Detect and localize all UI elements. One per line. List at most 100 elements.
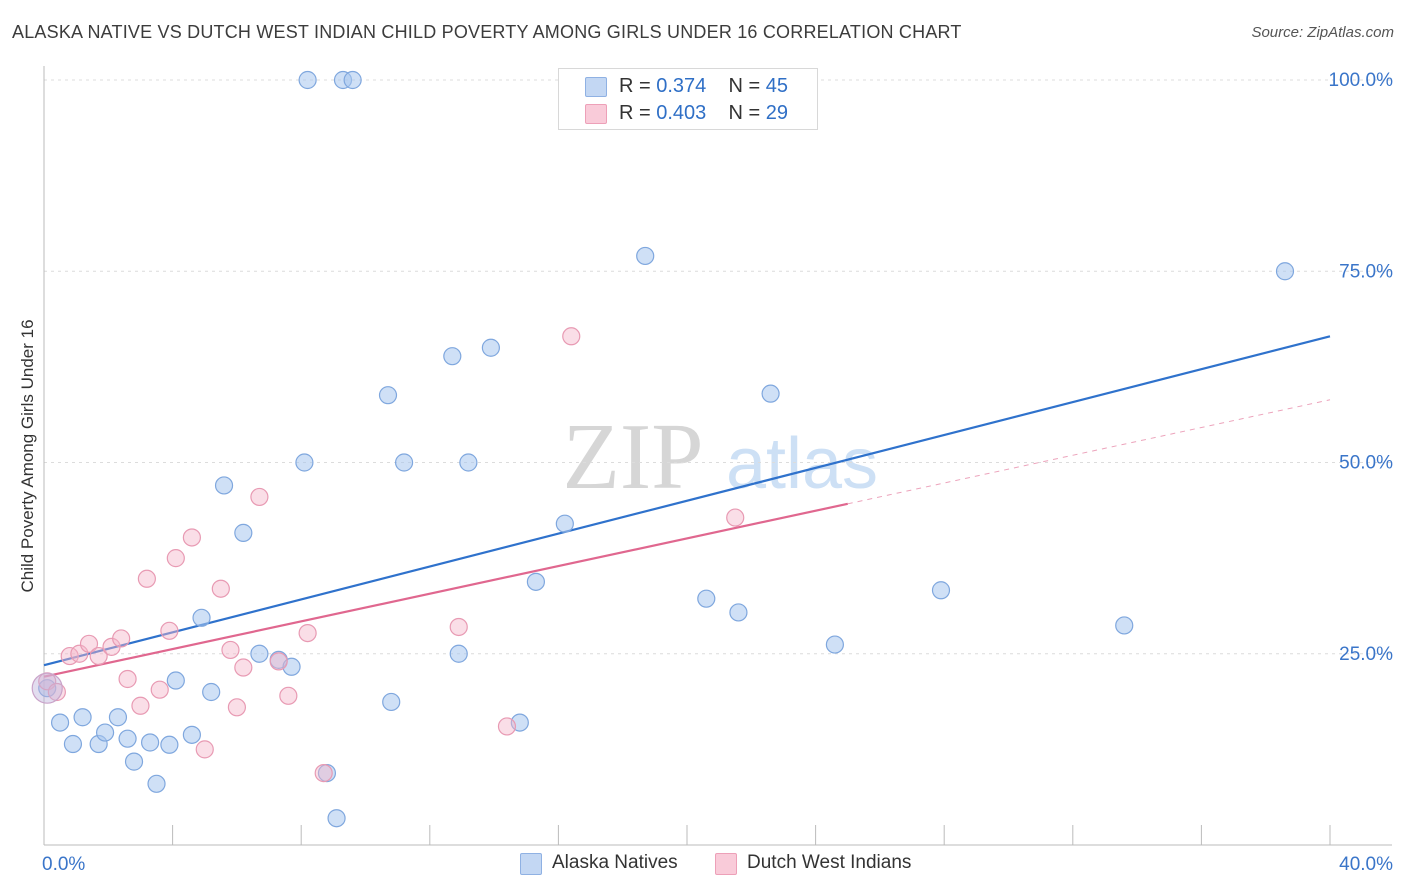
watermark-zip: ZIP: [563, 405, 704, 509]
y-axis-title: Child Poverty Among Girls Under 16: [18, 319, 37, 593]
point-alaska: [343, 70, 362, 90]
point-dutch: [47, 682, 66, 702]
point-cluster: [31, 672, 63, 704]
point-alaska: [118, 729, 137, 748]
point-dutch: [221, 640, 240, 660]
point-alaska: [1115, 616, 1134, 635]
point-dutch: [726, 508, 745, 527]
point-dutch: [70, 644, 89, 663]
point-alaska: [327, 809, 346, 828]
point-alaska: [73, 708, 92, 727]
tick-labels: 25.0% 50.0% 75.0% 100.0% 0.0% 40.0%: [42, 70, 1393, 875]
point-dutch: [250, 487, 269, 507]
legend-r-value: 0.374: [656, 75, 707, 97]
point-alaska: [555, 514, 574, 533]
point-dutch: [234, 658, 253, 677]
point-alaska: [50, 713, 70, 732]
point-dutch: [137, 569, 156, 588]
bottom-legend-swatch-dutch: [715, 853, 737, 875]
point-alaska: [250, 644, 269, 663]
chart-title: ALASKA NATIVE VS DUTCH WEST INDIAN CHILD…: [12, 22, 962, 42]
point-dutch: [298, 623, 317, 643]
point-dutch: [269, 652, 288, 671]
point-alaska: [166, 671, 185, 690]
point-alaska: [697, 589, 716, 608]
point-alaska: [295, 453, 314, 472]
point-dutch: [160, 621, 179, 640]
point-dutch: [227, 698, 246, 717]
trend-line-dutch: [43, 502, 848, 678]
legend-n-value: 45: [765, 75, 789, 97]
bottom-legend-label-alaska: Alaska Natives: [552, 852, 678, 873]
point-dutch: [279, 686, 298, 705]
point-alaska: [298, 70, 317, 90]
stats-legend: R = 0.374 N = 45 R = 0.403 N = 29: [558, 68, 818, 130]
point-alaska: [1275, 262, 1295, 281]
point-alaska: [378, 386, 398, 405]
point-alaska: [95, 723, 115, 742]
point-alaska: [481, 338, 500, 357]
point-dutch: [211, 579, 230, 598]
point-dutch: [131, 696, 150, 715]
point-alaska: [38, 679, 57, 698]
y-tick-label: 50.0%: [1339, 453, 1393, 474]
trend-lines: [43, 335, 1331, 678]
data-points: [31, 70, 1295, 828]
x-tick-label: 40.0%: [1339, 854, 1393, 875]
legend-r-value: 0.403: [656, 102, 707, 124]
watermark-atlas: atlas: [726, 424, 878, 504]
bottom-legend-swatch-alaska: [520, 853, 542, 875]
point-alaska: [931, 581, 951, 600]
legend-n-label: N =: [728, 102, 761, 124]
bottom-legend-label-dutch: Dutch West Indians: [747, 852, 912, 873]
legend-r-label: R =: [619, 102, 651, 124]
point-alaska: [63, 734, 83, 754]
y-tick-label: 75.0%: [1339, 261, 1393, 282]
point-alaska: [160, 735, 179, 754]
point-alaska: [124, 752, 144, 771]
point-dutch: [562, 327, 581, 346]
point-alaska: [729, 603, 748, 622]
point-alaska: [202, 682, 221, 702]
point-dutch: [166, 549, 185, 568]
y-tick-label: 100.0%: [1329, 70, 1394, 91]
source-label: Source: ZipAtlas.com: [1251, 24, 1394, 41]
point-dutch: [182, 528, 201, 547]
point-dutch: [118, 669, 137, 689]
point-alaska: [140, 733, 160, 752]
legend-n-value: 29: [765, 102, 789, 124]
point-alaska: [192, 608, 211, 627]
point-alaska: [526, 572, 545, 591]
point-dutch: [150, 680, 169, 699]
point-alaska: [394, 453, 414, 472]
point-dutch: [89, 646, 108, 666]
legend-r-label: R =: [619, 75, 651, 97]
point-dutch: [112, 629, 131, 648]
point-dutch: [497, 717, 517, 736]
point-dutch: [449, 617, 468, 637]
y-tick-label: 25.0%: [1339, 644, 1393, 665]
point-alaska: [825, 635, 844, 654]
axes: [43, 66, 1392, 846]
legend-n-label: N =: [728, 75, 761, 97]
point-alaska: [382, 692, 401, 712]
point-alaska: [182, 725, 201, 744]
point-alaska: [234, 523, 253, 542]
point-alaska: [449, 644, 468, 663]
point-dutch: [314, 763, 333, 783]
trend-line-dutch-extension: [847, 399, 1331, 505]
point-alaska: [443, 347, 462, 366]
point-alaska: [636, 246, 655, 266]
point-alaska: [108, 708, 128, 727]
point-dutch: [195, 740, 214, 759]
x-tick-label: 0.0%: [42, 854, 85, 875]
point-alaska: [147, 774, 166, 793]
point-dutch: [79, 634, 99, 653]
legend-swatch-alaska: [585, 77, 607, 97]
point-alaska: [459, 453, 478, 472]
trend-line-alaska: [43, 335, 1331, 667]
legend-swatch-dutch: [585, 104, 607, 124]
watermark: ZIP atlas: [563, 405, 879, 509]
grid: [44, 79, 1392, 655]
